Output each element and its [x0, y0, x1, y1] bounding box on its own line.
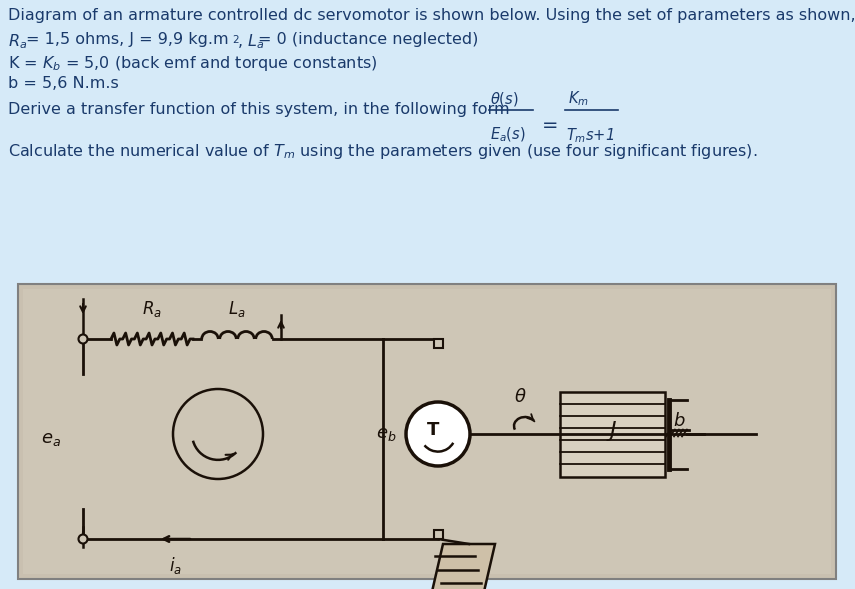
Text: $i_a$: $i_a$ — [168, 555, 181, 576]
Text: $R_a$: $R_a$ — [142, 299, 162, 319]
Text: b = 5,6 N.m.s: b = 5,6 N.m.s — [8, 76, 119, 91]
Circle shape — [79, 335, 87, 343]
Text: $e_a$: $e_a$ — [41, 430, 61, 448]
Text: = 1,5 ohms, J = 9,9 kg.m: = 1,5 ohms, J = 9,9 kg.m — [26, 32, 228, 47]
Text: T: T — [427, 421, 439, 439]
Text: $E_a(s)$: $E_a(s)$ — [490, 126, 526, 144]
Text: $R_a$: $R_a$ — [8, 32, 27, 51]
Text: 2: 2 — [232, 35, 239, 45]
Text: Calculate the numerical value of $T_m$ using the parameters given (use four sign: Calculate the numerical value of $T_m$ u… — [8, 142, 758, 161]
Text: =: = — [542, 116, 558, 135]
Text: $T_m s$+1: $T_m s$+1 — [566, 126, 615, 145]
Text: $\theta$: $\theta$ — [514, 388, 527, 406]
Bar — [433, 339, 443, 348]
Text: b: b — [674, 412, 685, 429]
Bar — [18, 284, 836, 579]
Text: = 0 (inductance neglected): = 0 (inductance neglected) — [258, 32, 479, 47]
Text: Diagram of an armature controlled dc servomotor is shown below. Using the set of: Diagram of an armature controlled dc ser… — [8, 8, 855, 23]
Circle shape — [406, 402, 470, 466]
Circle shape — [79, 534, 87, 544]
Bar — [433, 530, 443, 539]
Text: $e_b$: $e_b$ — [375, 425, 396, 443]
Text: $L_a$: $L_a$ — [228, 299, 245, 319]
Text: $\theta(s)$: $\theta(s)$ — [490, 90, 519, 108]
Bar — [23, 289, 831, 574]
Text: K = $K_b$ = 5,0 (back emf and torque constants): K = $K_b$ = 5,0 (back emf and torque con… — [8, 54, 378, 73]
Text: Derive a transfer function of this system, in the following form: Derive a transfer function of this syste… — [8, 102, 510, 117]
Text: $K_m$: $K_m$ — [568, 90, 589, 108]
Text: J: J — [609, 421, 616, 441]
Text: , $L_a$: , $L_a$ — [237, 32, 264, 51]
Bar — [560, 392, 665, 477]
Polygon shape — [428, 544, 495, 589]
